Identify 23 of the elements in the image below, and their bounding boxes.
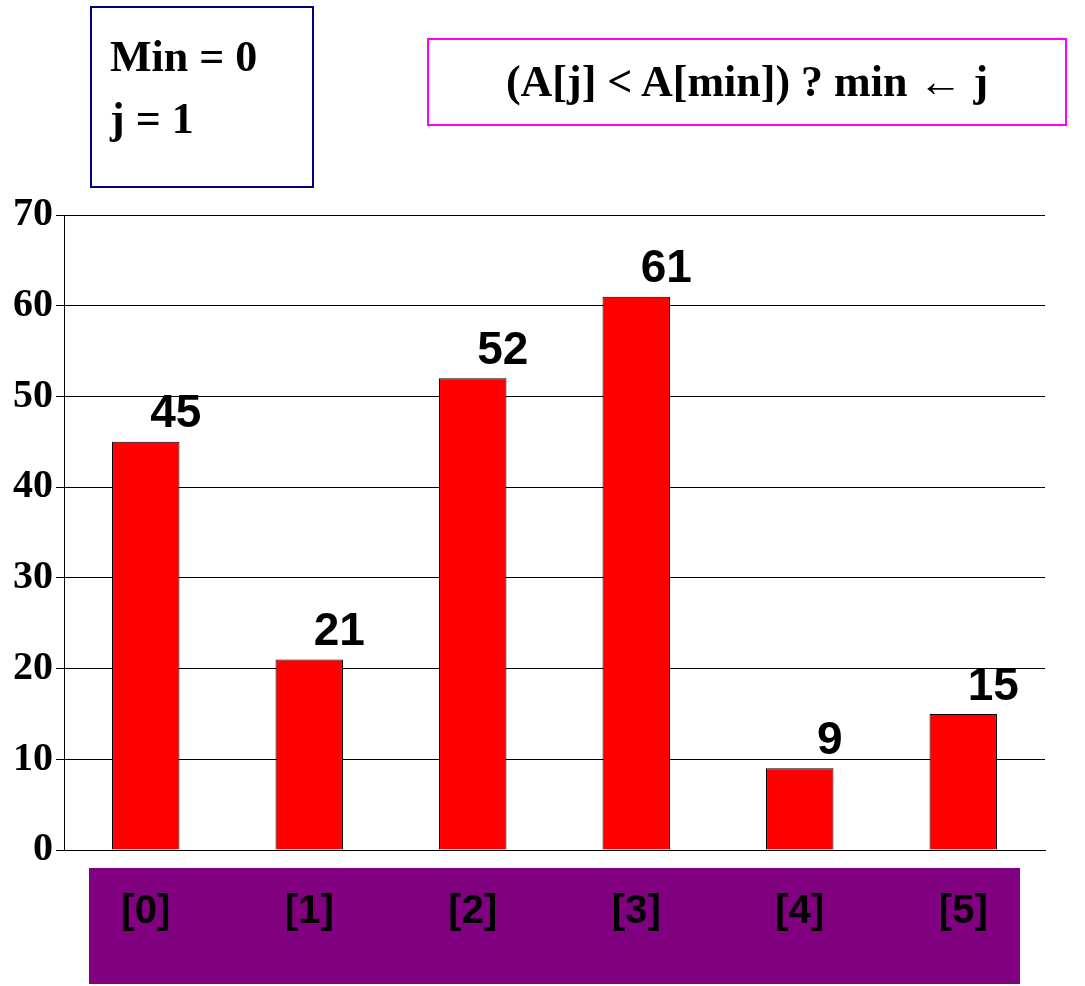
y-tick-label: 0 xyxy=(33,824,53,870)
x-tick-label: [2] xyxy=(448,887,498,932)
data-label: 52 xyxy=(477,321,529,374)
text: (A[j] < A[min]) ? min ← j xyxy=(429,40,1065,124)
x-tick-label: [1] xyxy=(284,887,334,932)
y-tick-label: 10 xyxy=(13,733,53,779)
y-tick-label: 40 xyxy=(13,461,53,507)
x-tick-label: [0] xyxy=(121,887,171,932)
text: Min = 0 xyxy=(110,31,259,83)
data-label: 21 xyxy=(313,603,365,656)
y-tick-label: 20 xyxy=(13,642,53,688)
text: j = 1 xyxy=(110,93,195,145)
data-label: 61 xyxy=(640,240,692,293)
data-label: 45 xyxy=(150,385,202,438)
y-tick-label: 30 xyxy=(13,552,53,598)
y-tick-label: 70 xyxy=(13,189,53,235)
y-tick-label: 50 xyxy=(13,370,53,416)
x-tick-label: [3] xyxy=(611,887,661,932)
data-label: 15 xyxy=(967,657,1019,710)
data-label: 9 xyxy=(816,712,843,765)
x-tick-label: [5] xyxy=(938,887,988,932)
x-tick-label: [4] xyxy=(775,887,825,932)
y-tick-label: 60 xyxy=(13,280,53,326)
